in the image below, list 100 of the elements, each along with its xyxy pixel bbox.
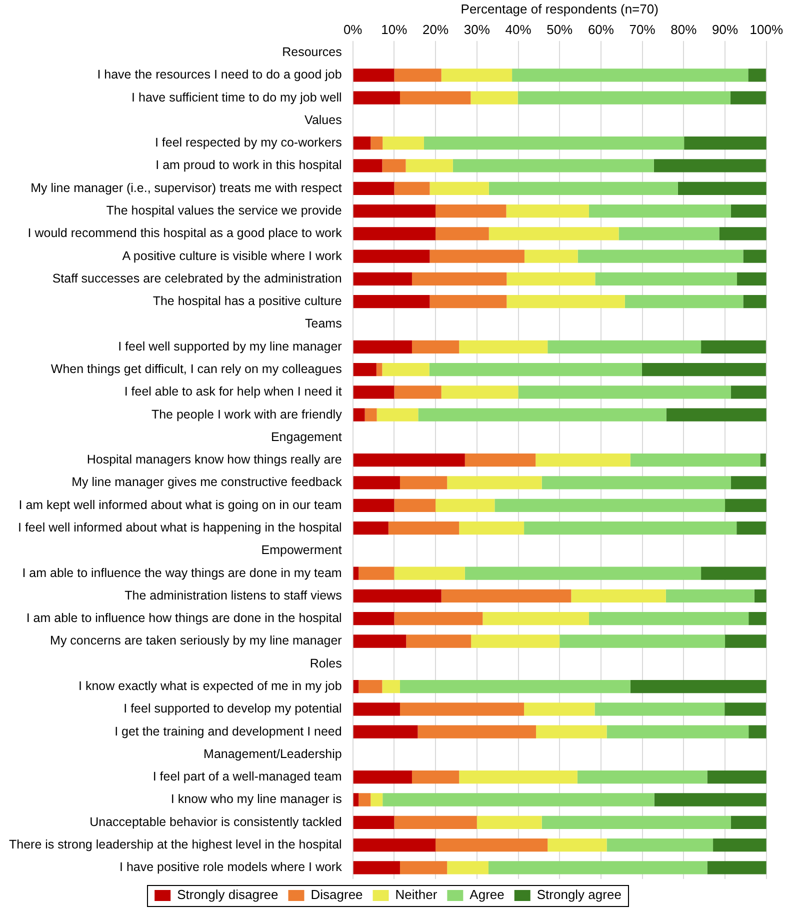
bar <box>394 612 483 626</box>
bar <box>382 159 406 172</box>
y-tick-label: Teams <box>305 316 342 331</box>
y-tick-label: The administration listens to staff views <box>124 588 342 602</box>
y-tick-label: I would recommend this hospital as a good place to work <box>28 226 343 240</box>
bar <box>630 680 766 694</box>
x-tick-label: 20% <box>422 22 449 37</box>
y-tick-label: My concerns are taken seriously by my line manager <box>50 634 342 648</box>
bar <box>730 204 766 218</box>
bar <box>730 386 766 399</box>
y-tick-label: The hospital values the service we provide <box>106 203 342 218</box>
x-tick-label: 10% <box>381 22 408 37</box>
bar <box>353 204 436 218</box>
bar <box>353 793 359 806</box>
x-tick-label: 0% <box>343 22 363 37</box>
bar <box>730 816 766 829</box>
bar <box>595 272 738 286</box>
bar <box>471 634 560 648</box>
x-tick-label: 60% <box>588 22 614 37</box>
bar <box>719 227 766 240</box>
bar <box>353 476 400 490</box>
bar <box>394 498 436 512</box>
bar <box>353 770 412 784</box>
bar <box>666 408 766 422</box>
bar <box>506 272 596 286</box>
bar <box>488 861 708 874</box>
bar <box>412 272 507 286</box>
y-tick-label: Unacceptable behavior is consistently tackled <box>90 814 342 829</box>
bar <box>488 182 678 195</box>
y-tick-label: I am able to influence how things are done in the hospital <box>26 611 342 626</box>
bar <box>524 521 737 535</box>
bar <box>594 702 725 716</box>
y-tick-label: When things get difficult, I can rely on my colleagues <box>50 362 342 376</box>
bar <box>494 498 726 512</box>
bar <box>364 408 377 422</box>
bar <box>512 68 748 82</box>
bar <box>394 182 430 195</box>
bar <box>452 159 654 172</box>
bar <box>353 725 418 738</box>
bar <box>464 454 536 467</box>
bar <box>353 816 394 829</box>
bar <box>430 295 507 308</box>
bar <box>470 91 518 104</box>
bar <box>459 521 524 535</box>
y-tick-label: I feel well supported by my line manager <box>118 339 342 354</box>
y-tick-label: I am able to influence the way things are done in my team <box>22 566 342 580</box>
bar <box>358 793 371 806</box>
y-tick-label: I feel part of a well-managed team <box>152 770 342 784</box>
bar <box>760 454 766 467</box>
bar <box>353 612 394 626</box>
bar <box>524 702 595 716</box>
legend-label: Agree <box>470 887 504 902</box>
bar <box>459 770 578 784</box>
y-tick-label: I am kept well informed about what is going on in our team <box>18 498 342 512</box>
bar <box>353 68 394 82</box>
bar <box>548 838 607 852</box>
bar <box>713 838 766 852</box>
bar <box>353 861 400 874</box>
y-tick-label: I feel respected by my co-workers <box>154 136 342 150</box>
bar <box>654 793 766 806</box>
bar <box>666 589 754 603</box>
bar <box>542 816 731 829</box>
bar <box>394 816 477 829</box>
bar <box>400 702 524 716</box>
bar <box>376 408 418 422</box>
x-tick-label: 40% <box>505 22 532 37</box>
bar <box>358 566 394 580</box>
y-tick-label: The people I work with are friendly <box>151 407 343 422</box>
bar <box>382 362 430 376</box>
y-tick-label: A positive culture is visible where I work <box>122 248 343 263</box>
bar <box>353 589 442 603</box>
bar <box>588 612 749 626</box>
bar <box>707 861 766 874</box>
bar <box>624 295 744 308</box>
bar <box>353 159 382 172</box>
bar <box>353 702 400 716</box>
bar <box>618 227 720 240</box>
y-tick-label: I know who my line manager is <box>170 792 342 806</box>
bar <box>353 182 394 195</box>
bar <box>578 250 744 263</box>
bar <box>642 362 766 376</box>
x-axis-title: Percentage of respondents (n=70) <box>460 1 658 16</box>
bar <box>606 725 749 738</box>
legend-label: Strongly agree <box>536 887 622 902</box>
y-tick-label: I have the resources I need to do a good job <box>97 68 342 82</box>
bar <box>724 702 766 716</box>
y-tick-label: Engagement <box>270 430 342 444</box>
y-tick-label: Values <box>304 112 342 127</box>
bar <box>382 136 424 150</box>
bar <box>430 182 489 195</box>
bar <box>542 476 731 490</box>
legend-label: Disagree <box>310 887 363 902</box>
bar <box>400 680 630 694</box>
bar <box>725 634 766 648</box>
bar <box>548 340 702 354</box>
bar <box>725 498 766 512</box>
y-tick-label: Hospital managers know how things really are <box>86 452 342 467</box>
bar <box>418 408 666 422</box>
x-tick-label: 90% <box>712 22 738 37</box>
bar <box>748 725 766 738</box>
